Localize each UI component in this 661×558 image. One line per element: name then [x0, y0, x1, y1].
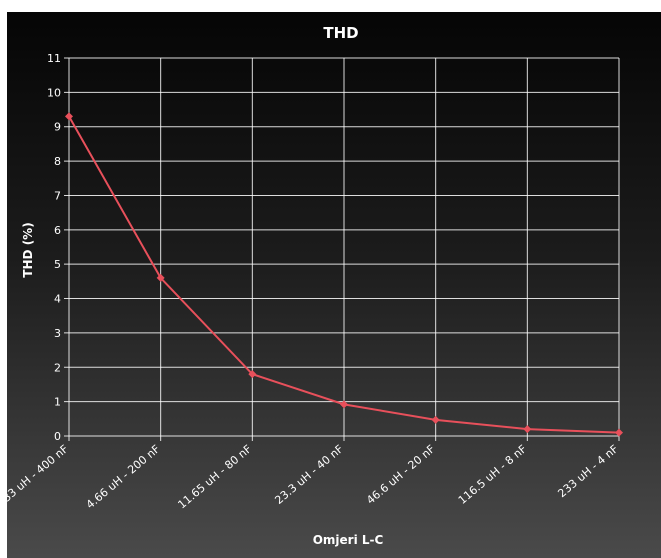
chart-title: THD: [323, 24, 358, 42]
y-tick-label: 7: [54, 189, 61, 202]
y-tick-label: 6: [54, 224, 61, 237]
data-point[interactable]: [248, 370, 257, 379]
x-tick-label: 46.6 uH - 20 nF: [364, 442, 437, 507]
y-axis-ticks: 0 1 2 3 4 5 6 7 8 9 10 11: [47, 52, 61, 443]
x-tick-label: 4.66 uH - 200 nF: [84, 442, 163, 511]
y-tick-label: 1: [54, 396, 61, 409]
y-tick-label: 4: [54, 293, 61, 306]
y-tick-label: 11: [47, 52, 61, 65]
data-point[interactable]: [523, 425, 532, 434]
x-tick-label: 116.5 uH - 8 nF: [456, 442, 529, 507]
grid: [64, 57, 620, 441]
data-point[interactable]: [156, 273, 165, 282]
y-tick-label: 10: [47, 86, 61, 99]
thd-line-chart: THD 0 1 2 3 4 5 6 7 8 9 10 11 2.33 uH - 400 nF 4.66 …: [7, 24, 623, 547]
x-tick-label: 11.65 uH - 80 nF: [175, 442, 254, 511]
data-point[interactable]: [340, 400, 348, 409]
x-tick-label: 23.3 uH - 40 nF: [272, 442, 345, 507]
y-tick-label: 2: [54, 361, 61, 374]
x-tick-label: 233 uH - 4 nF: [556, 442, 621, 500]
y-tick-label: 0: [54, 430, 61, 443]
chart-panel: THD 0 1 2 3 4 5 6 7 8 9 10 11 2.33 uH - 400 nF 4.66 …: [7, 12, 661, 558]
series-layer: [65, 112, 623, 437]
data-point[interactable]: [431, 415, 440, 424]
x-tick-label: 2.33 uH - 400 nF: [7, 442, 71, 511]
y-tick-label: 8: [54, 155, 61, 168]
x-axis-title: Omjeri L-C: [313, 533, 384, 547]
data-point[interactable]: [615, 428, 623, 437]
data-point[interactable]: [65, 112, 73, 121]
y-tick-label: 3: [54, 327, 61, 340]
y-tick-label: 5: [54, 258, 61, 271]
y-axis-title: THD (%): [21, 222, 35, 277]
y-tick-label: 9: [54, 121, 61, 134]
x-axis-ticks: 2.33 uH - 400 nF 4.66 uH - 200 nF 11.65 uH…: [7, 442, 621, 511]
